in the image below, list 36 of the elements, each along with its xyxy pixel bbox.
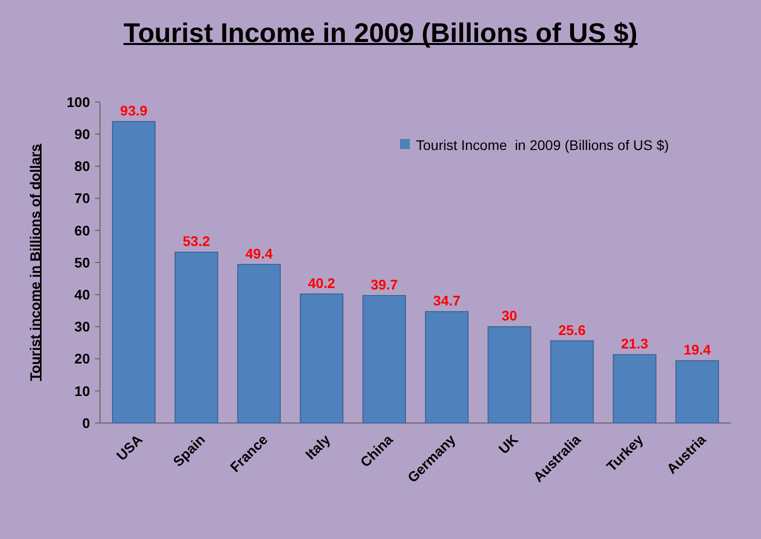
bar xyxy=(112,121,156,424)
bar xyxy=(675,360,719,424)
y-tick-label: 100 xyxy=(66,94,90,110)
y-tick-label: 10 xyxy=(74,382,90,399)
data-label: 39.7 xyxy=(370,276,398,293)
y-tick-label: 50 xyxy=(74,254,90,270)
bar xyxy=(425,311,469,424)
y-tick-label: 60 xyxy=(74,222,90,238)
y-tick-label: 20 xyxy=(74,350,90,367)
data-label: 93.9 xyxy=(120,102,148,119)
bar xyxy=(612,354,656,424)
data-label: 40.2 xyxy=(308,274,336,291)
y-tick-label: 80 xyxy=(74,158,90,174)
chart-title: Tourist Income in 2009 (Billions of US $) xyxy=(123,18,638,48)
y-tick-label: 70 xyxy=(74,190,90,206)
data-label: 49.4 xyxy=(245,245,273,262)
data-label: 53.2 xyxy=(182,233,210,250)
y-tick-label: 0 xyxy=(82,414,90,431)
bar xyxy=(550,340,594,424)
y-tick-label: 90 xyxy=(74,126,90,142)
y-axis-title: Tourist income in Billions of dollars xyxy=(27,144,43,381)
data-label: 34.7 xyxy=(433,292,461,309)
bar xyxy=(174,252,218,424)
data-label: 25.6 xyxy=(558,322,586,338)
y-tick-label: 30 xyxy=(74,318,90,335)
data-label: 19.4 xyxy=(684,342,712,358)
x-tick-label: USA xyxy=(113,431,146,464)
y-tick-label: 40 xyxy=(74,286,90,302)
x-tick-label: UK xyxy=(495,431,521,457)
data-label: 21.3 xyxy=(620,336,648,352)
bar xyxy=(300,293,344,424)
legend-label: Tourist Income in 2009 (Billions of US $) xyxy=(416,136,669,153)
bar xyxy=(488,326,532,424)
bar xyxy=(237,264,281,424)
bar xyxy=(362,295,406,424)
data-label: 30 xyxy=(502,308,518,324)
